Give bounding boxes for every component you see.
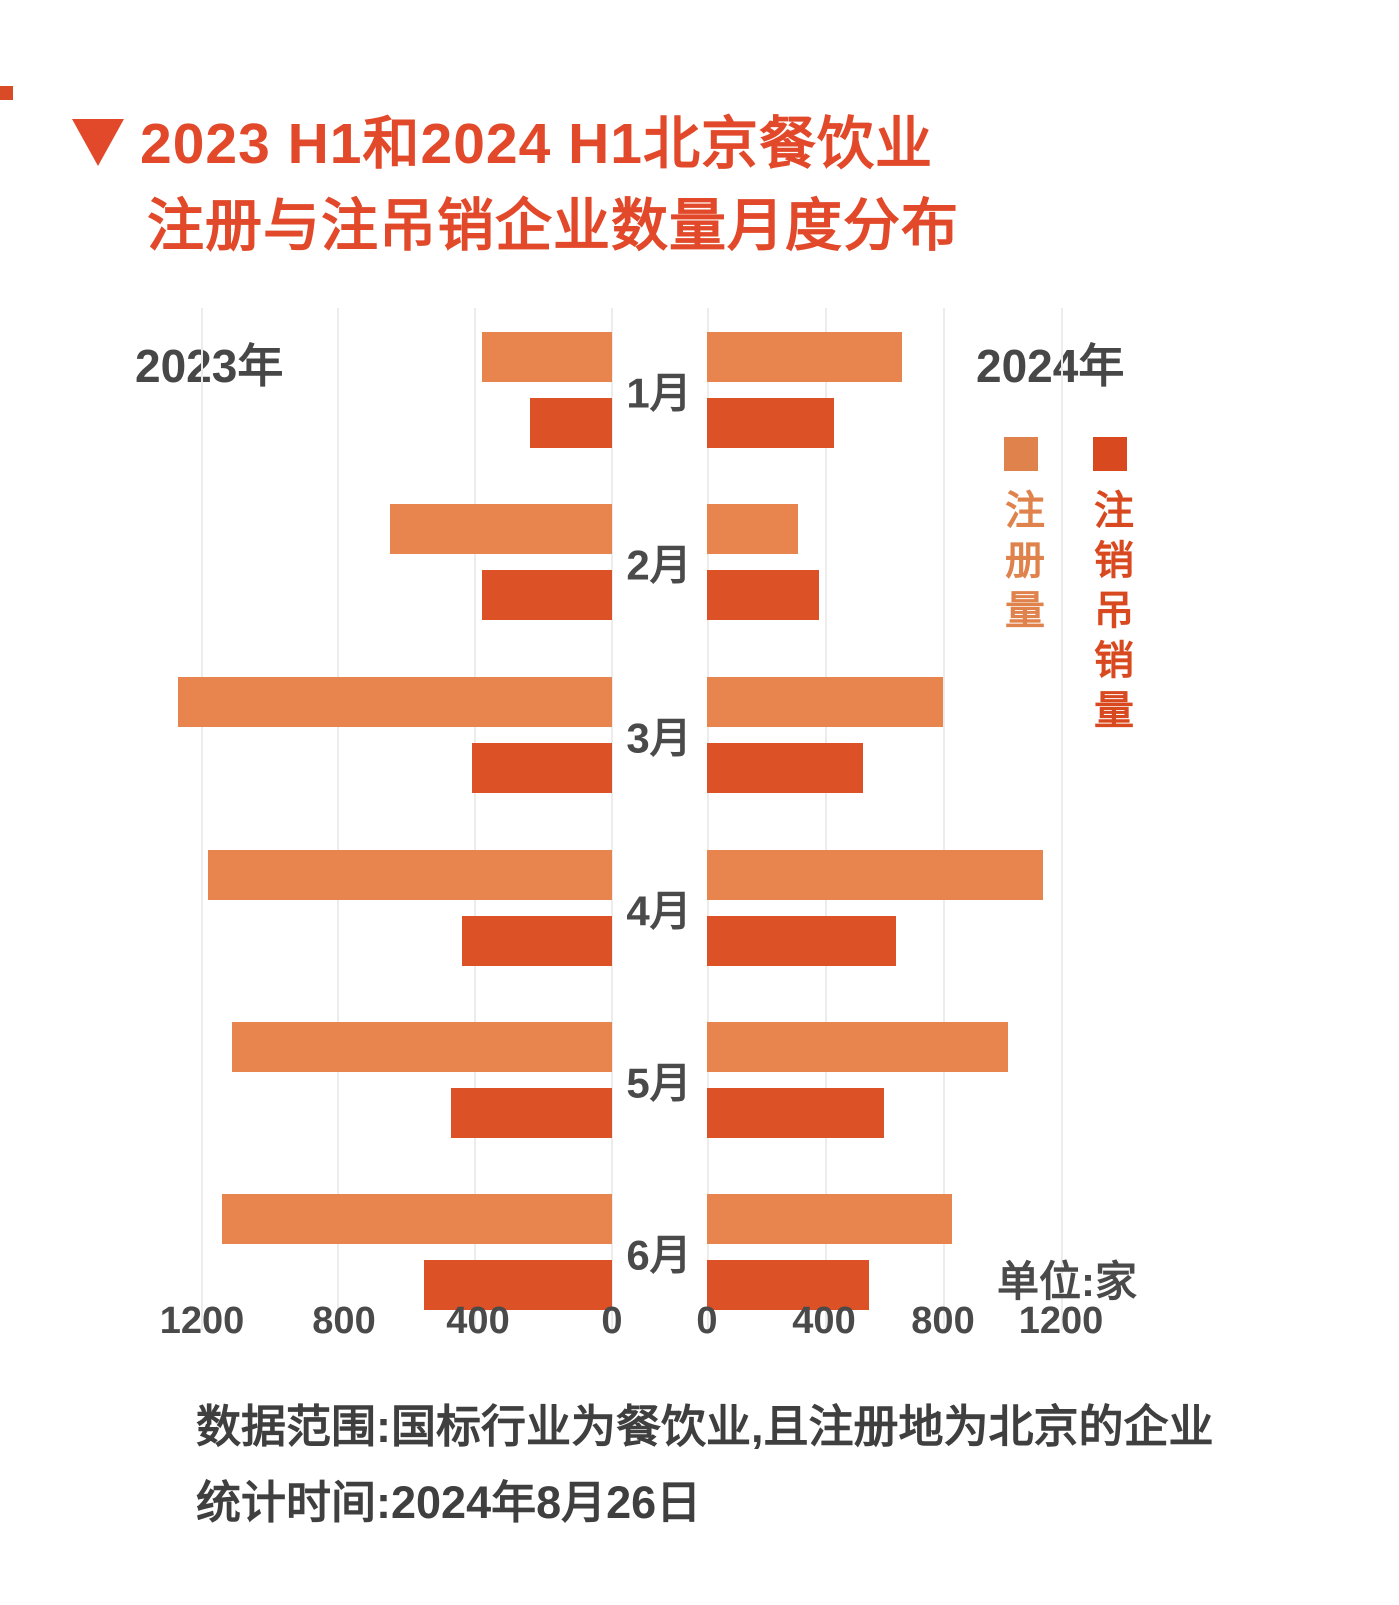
bar-2023-注册量-5月 <box>232 1022 612 1072</box>
bar-2023-注销吊销量-1月 <box>529 398 612 448</box>
bar-2023-注销吊销量-6月 <box>423 1260 612 1310</box>
bar-2023-注册量-3月 <box>177 677 612 727</box>
bar-2023-注册量-1月 <box>482 332 612 382</box>
month-label-6月: 6月 <box>626 1231 692 1279</box>
down-triangle-icon <box>72 119 124 166</box>
axis-tick-left-0: 0 <box>601 1300 623 1342</box>
gridline-left-0 <box>611 308 613 1330</box>
month-label-1月: 1月 <box>626 369 692 417</box>
bar-2024-注册量-2月 <box>707 504 799 554</box>
year-label-2024: 2024年 <box>976 340 1125 392</box>
gridline-right-0 <box>707 308 709 1330</box>
bar-2024-注册量-4月 <box>707 850 1044 900</box>
chart-panel-2023 <box>165 308 613 1330</box>
month-label-4月: 4月 <box>626 887 692 935</box>
bar-2023-注册量-2月 <box>389 504 612 554</box>
legend-label-deregister: 注销吊销量 <box>1088 489 1132 739</box>
gridline-right-800 <box>943 308 945 1330</box>
bar-2023-注销吊销量-2月 <box>482 570 612 620</box>
gridline-right-400 <box>825 308 827 1330</box>
bar-2024-注销吊销量-1月 <box>707 398 834 448</box>
page-edge-fragment <box>0 86 13 100</box>
legend-item-register: 注册量 <box>999 437 1043 639</box>
bar-2023-注销吊销量-4月 <box>461 916 612 966</box>
axis-tick-right-0: 0 <box>696 1300 718 1342</box>
axis-tick-left-400: 400 <box>446 1300 510 1342</box>
bar-2023-注册量-6月 <box>222 1194 612 1244</box>
axis-tick-right-1200: 1200 <box>1018 1300 1104 1342</box>
bar-2024-注销吊销量-3月 <box>707 743 864 793</box>
footnote-data-scope: 数据范围:国标行业为餐饮业,且注册地为北京的企业 <box>196 1401 1214 1452</box>
gridline-left-800 <box>337 308 340 1330</box>
legend-swatch-deregister <box>1093 437 1127 471</box>
bar-2024-注册量-6月 <box>707 1194 952 1244</box>
bar-2023-注销吊销量-3月 <box>471 743 612 793</box>
month-label-5月: 5月 <box>626 1059 692 1107</box>
axis-tick-left-1200: 1200 <box>159 1300 245 1342</box>
axis-tick-right-400: 400 <box>792 1300 856 1342</box>
legend-label-register: 注册量 <box>999 489 1043 639</box>
chart-panel-2024 <box>707 308 1117 1330</box>
gridline-left-1200 <box>200 308 203 1330</box>
bar-2024-注销吊销量-6月 <box>707 1260 870 1310</box>
month-label-3月: 3月 <box>626 714 692 762</box>
bar-2024-注销吊销量-5月 <box>707 1088 884 1138</box>
legend-swatch-register <box>1004 437 1038 471</box>
bar-2024-注册量-1月 <box>707 332 902 382</box>
gridline-left-400 <box>474 308 477 1330</box>
bar-2024-注册量-3月 <box>707 677 943 727</box>
bar-2023-注销吊销量-5月 <box>451 1088 612 1138</box>
bar-2023-注册量-4月 <box>208 850 612 900</box>
legend-item-deregister: 注销吊销量 <box>1088 437 1132 739</box>
chart-title-line1: 2023 H1和2024 H1北京餐饮业 <box>140 112 934 176</box>
month-label-2月: 2月 <box>626 541 692 589</box>
axis-tick-left-800: 800 <box>312 1300 376 1342</box>
gridline-right-1200 <box>1061 308 1063 1330</box>
bar-2024-注销吊销量-2月 <box>707 570 820 620</box>
axis-tick-right-800: 800 <box>911 1300 975 1342</box>
year-label-2023: 2023年 <box>135 340 284 392</box>
bar-2024-注册量-5月 <box>707 1022 1008 1072</box>
bar-2024-注销吊销量-4月 <box>707 916 896 966</box>
chart-title-line2: 注册与注吊销企业数量月度分布 <box>147 194 959 258</box>
footnote-stat-date: 统计时间:2024年8月26日 <box>196 1477 702 1528</box>
unit-label: 单位:家 <box>997 1258 1137 1305</box>
